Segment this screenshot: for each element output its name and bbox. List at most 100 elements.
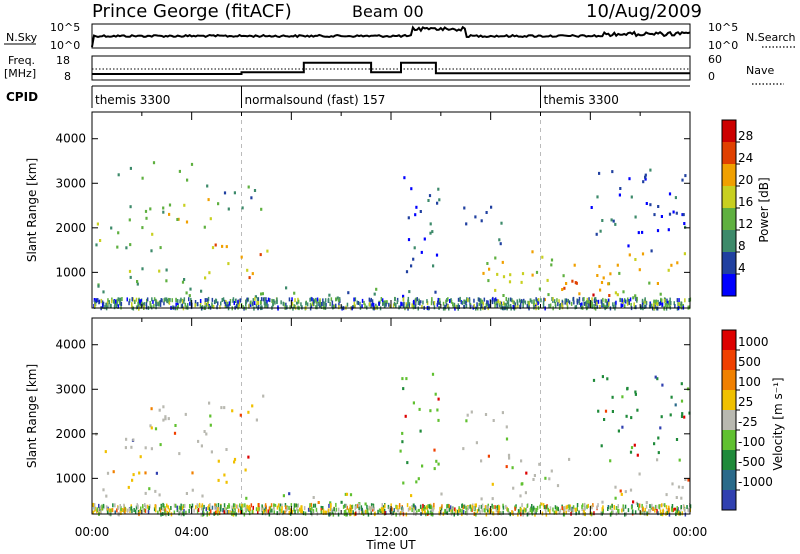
echo-cell [687,478,690,482]
echo-cell [116,301,118,306]
echo-cell [575,511,577,516]
echo-cell [661,383,664,387]
echo-cell [544,476,547,480]
echo-cell [641,503,643,508]
echo-cell [333,304,335,309]
echo-cell [129,243,132,247]
echo-cell [206,298,208,302]
echo-cell [291,301,294,306]
echo-cell [467,506,470,511]
echo-cell [399,449,402,453]
echo-cell [381,298,384,303]
echo-cell [429,231,432,235]
echo-cell [364,502,367,506]
echo-cell [356,504,359,509]
echo-cell [445,299,447,304]
echo-cell [545,512,548,517]
echo-cell [373,506,375,511]
echo-cell [257,510,259,514]
echo-cell [665,493,668,497]
echo-cell [184,302,186,307]
echo-cell [437,297,440,302]
nsky-frame [91,23,691,49]
echo-cell [162,206,165,210]
echo-cell [252,301,254,306]
echo-cell [233,191,236,195]
echo-cell [400,301,402,306]
echo-cell [114,510,116,515]
echo-cell [479,301,482,306]
y-tick-label: 3000 [55,382,86,396]
colorbar-swatch [722,490,736,510]
x-tick-label: 04:00 [174,525,209,539]
echo-cell [633,302,635,307]
colorbar-tick-label: 12 [738,217,753,231]
echo-cell [212,304,215,309]
echo-cell [512,486,515,490]
echo-cell [631,509,634,514]
echo-cell [169,298,171,302]
echo-cell [179,510,182,515]
echo-cell [543,297,545,302]
echo-cell [313,302,315,307]
echo-cell [408,303,410,308]
echo-cell [420,504,422,509]
echo-cell [611,395,614,399]
echo-cell [136,282,139,286]
echo-cell [502,275,506,279]
echo-cell [152,299,154,304]
echo-cell [93,506,96,511]
echo-cell [144,491,147,495]
echo-cell [556,506,558,511]
echo-cell [155,301,157,306]
echo-cell [465,222,468,226]
echo-cell [498,505,501,510]
colorbar-tick-label: 1000 [738,335,769,349]
echo-cell [289,508,292,513]
echo-cell [433,505,435,510]
echo-cell [622,303,624,307]
echo-cell [480,219,483,223]
echo-cell [554,505,557,510]
echo-cell [310,304,313,309]
echo-cell [482,271,485,275]
echo-cell [402,507,404,512]
echo-cell [219,305,221,310]
echo-cell [158,302,160,307]
echo-cell [539,504,541,509]
echo-cell [178,505,181,510]
echo-cell [128,301,130,306]
echo-cell [115,303,117,308]
echo-cell [462,447,465,451]
echo-cell [128,269,132,273]
echo-cell [671,508,673,513]
echo-cell [235,304,238,308]
echo-cell [465,304,468,309]
echo-cell [314,503,317,508]
echo-cell [436,302,439,307]
echo-cell [580,303,582,307]
echo-cell [367,512,370,517]
echo-cell [661,298,663,303]
echo-cell [473,303,475,308]
echo-cell [676,506,678,511]
echo-cell [410,264,413,268]
echo-cell [158,507,161,512]
echo-cell [524,491,527,495]
echo-cell [364,509,367,514]
echo-cell [574,281,577,285]
echo-cell [683,415,686,419]
echo-cell [106,508,109,513]
echo-cell [136,503,138,508]
echo-cell [186,178,189,182]
echo-cell [148,506,150,510]
echo-cell [537,298,540,302]
echo-cell [507,297,510,302]
echo-cell [594,306,597,311]
echo-cell [347,291,350,295]
echo-cell [117,304,120,309]
echo-cell [668,192,672,196]
echo-cell [427,510,430,515]
echo-cell [181,280,185,284]
echo-cell [480,304,482,309]
